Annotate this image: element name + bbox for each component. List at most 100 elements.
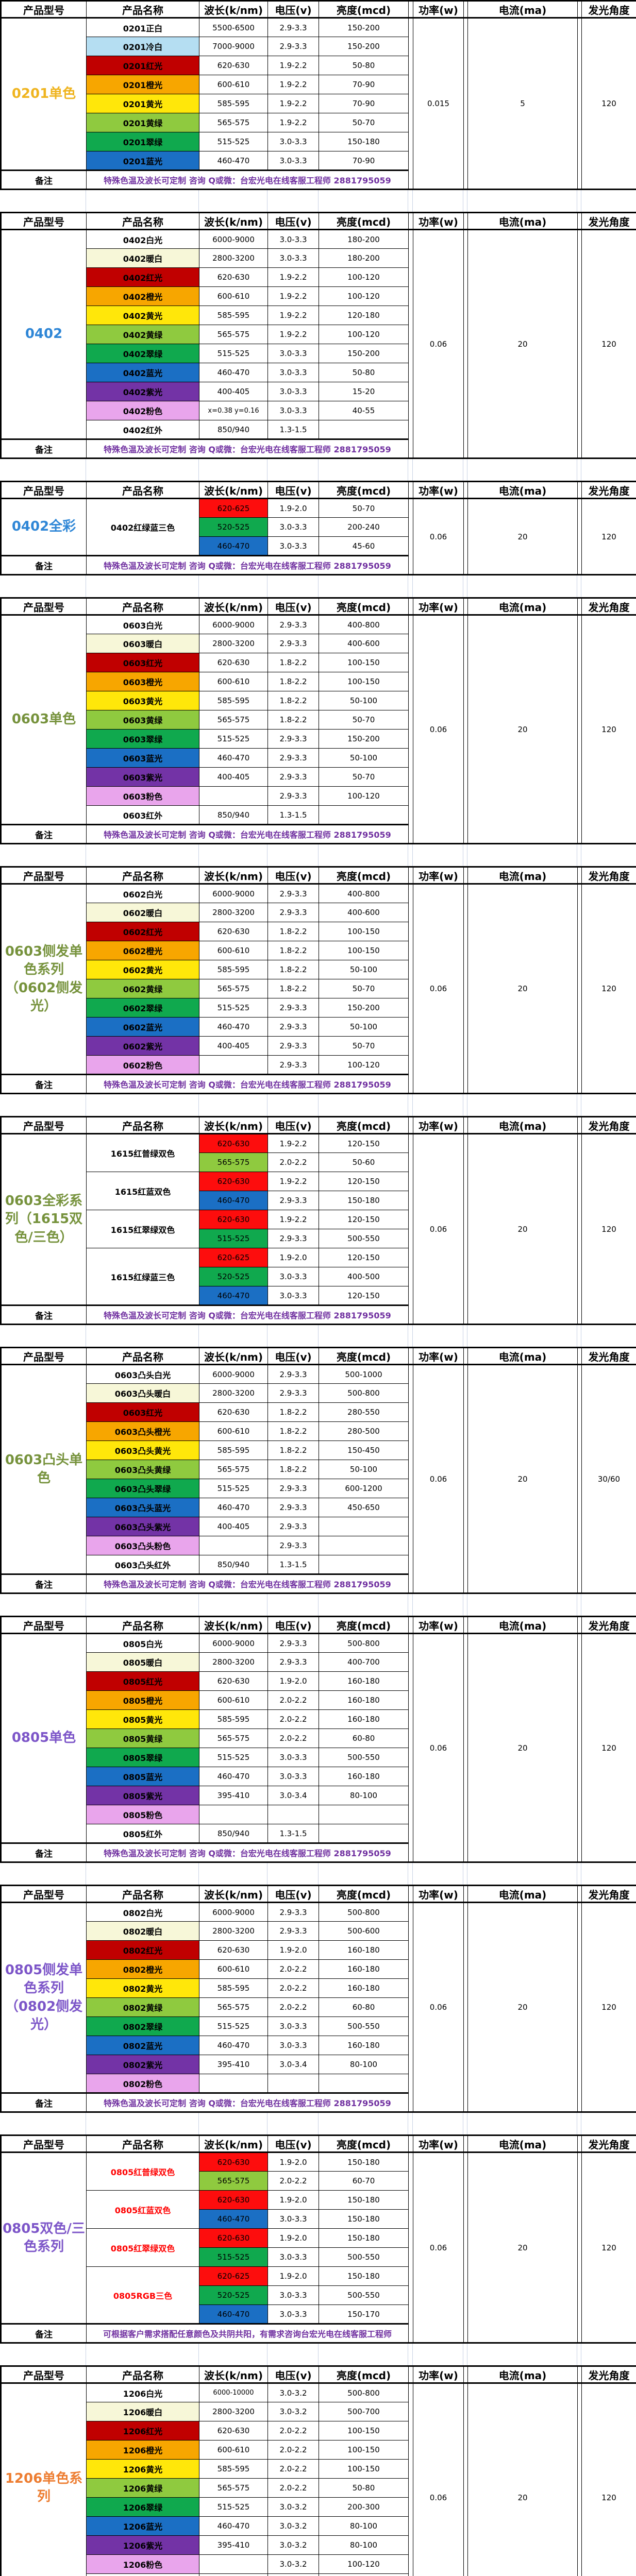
wavelength-cell: 2800-3200	[199, 248, 268, 268]
gutter	[463, 2383, 468, 2576]
product-row: 0603橙光 600-610 1.8-2.2 100-150	[1, 672, 636, 691]
wavelength-cell: 515-525	[199, 1229, 268, 1248]
column-header: 波长(k/nm)	[199, 1885, 268, 1903]
product-name-cell: 0603凸头粉色	[86, 1536, 199, 1555]
product-row: 0402粉色 x=0.38 y=0.16 3.0-3.3 40-55	[1, 401, 636, 420]
wavelength-cell: 620-630	[199, 1402, 268, 1422]
column-header: 亮度(mcd)	[319, 2135, 409, 2153]
voltage-cell: 1.9-2.0	[267, 2228, 319, 2248]
column-header: 电流(ma)	[467, 1, 578, 19]
brightness-cell: 150-180	[319, 2190, 409, 2210]
product-name-cell: 0603凸头红外	[86, 1555, 199, 1574]
table-head: 产品型号 产品名称 波长(k/nm) 电压(v) 亮度(mcd) 功率(w) 电流(ma) 发…	[1, 2366, 636, 2384]
voltage-cell: 1.9-2.2	[267, 56, 319, 75]
remark-row: 备注 特殊色温及波长可定制 咨询 Q或微：台宏光电在线客服工程师 28817950…	[1, 1842, 636, 1862]
voltage-cell: 3.0-3.3	[267, 2016, 319, 2036]
brightness-cell: 50-60	[319, 1153, 409, 1172]
remark-row: 备注 特殊色温及波长可定制 咨询 Q或微：台宏光电在线客服工程师 28817950…	[1, 2092, 636, 2112]
wavelength-cell: 2800-3200	[199, 1921, 268, 1941]
wavelength-cell: 600-610	[199, 2440, 268, 2460]
voltage-cell: 2.9-3.3	[267, 1652, 319, 1672]
wavelength-cell: 515-525	[199, 344, 268, 363]
brightness-cell: 150-200	[319, 344, 409, 363]
product-row: 0603暖白 2800-3200 2.9-3.3 400-600	[1, 634, 636, 653]
column-header: 功率(w)	[413, 598, 464, 616]
gutter	[463, 2152, 468, 2343]
column-header: 发光角度	[581, 1347, 636, 1365]
power-cell: 0.06	[413, 615, 464, 844]
gutter	[463, 884, 468, 1094]
brightness-cell: 120-150	[319, 1286, 409, 1306]
product-row: 1206翠绿 515-525 3.0-3.2 200-300	[1, 2497, 636, 2517]
brightness-cell: 50-70	[319, 979, 409, 998]
voltage-cell: 1.9-2.0	[267, 1248, 319, 1267]
wavelength-cell: 400-405	[199, 382, 268, 401]
header-gutter	[408, 598, 413, 616]
header-gutter	[577, 212, 582, 230]
voltage-cell: 3.0-3.3	[267, 382, 319, 401]
product-name-cell: 0402暖白	[86, 248, 199, 268]
header-row: 产品型号 产品名称 波长(k/nm) 电压(v) 亮度(mcd) 功率(w) 电流(ma) 发…	[1, 481, 636, 499]
table-body: 0805双色/三色系列 0805红普绿双色 620-630 1.9-2.0 150-18…	[1, 2152, 636, 2343]
brightness-cell: 100-150	[319, 941, 409, 960]
brightness-cell: 120-150	[319, 1133, 409, 1153]
voltage-cell: 1.9-2.2	[267, 94, 319, 113]
header-gutter	[408, 1, 413, 19]
wavelength-cell: 585-595	[199, 1709, 268, 1729]
table-head: 产品型号 产品名称 波长(k/nm) 电压(v) 亮度(mcd) 功率(w) 电流(ma) 发…	[1, 1, 636, 19]
gutter	[577, 615, 582, 844]
voltage-cell: 1.9-2.2	[267, 286, 319, 306]
product-row: 0603凸头单色 0603凸头白光 6000-9000 2.9-3.3 500-1000…	[1, 1364, 636, 1594]
gutter	[577, 1902, 582, 2112]
product-name-cell: 0802紫光	[86, 2055, 199, 2074]
voltage-cell: 3.0-3.3	[267, 2247, 319, 2267]
gutter	[408, 2152, 413, 2343]
product-name-cell: 0802翠绿	[86, 2016, 199, 2036]
product-name-cell: 1615红绿蓝三色	[86, 1248, 199, 1306]
current-cell: 20	[467, 1633, 578, 1862]
column-header: 产品名称	[86, 1616, 199, 1634]
product-name-cell: 0201黄光	[86, 94, 199, 113]
model-cell: 0402全彩	[1, 498, 87, 556]
header-row: 产品型号 产品名称 波长(k/nm) 电压(v) 亮度(mcd) 功率(w) 电流(ma) 发…	[1, 212, 636, 230]
product-row: 0603红光 620-630 1.8-2.2 280-550	[1, 1402, 636, 1422]
header-gutter	[577, 598, 582, 616]
remark-row: 备注 特殊色温及波长可定制 咨询 Q或微：台宏光电在线客服工程师 28817950…	[1, 1304, 636, 1325]
brightness-cell: 100-120	[319, 786, 409, 806]
product-name-cell: 0201蓝光	[86, 151, 199, 171]
product-row: 0802蓝光 460-470 3.0-3.3 160-180	[1, 2036, 636, 2055]
column-header: 电流(ma)	[467, 1116, 578, 1134]
product-row: 0805红蓝双色 620-630 1.9-2.0 150-180	[1, 2190, 636, 2229]
brightness-cell: 100-120	[319, 325, 409, 344]
wavelength-cell: 565-575	[199, 2171, 268, 2191]
column-header: 亮度(mcd)	[319, 867, 409, 885]
column-header: 电压(v)	[267, 1885, 319, 1903]
product-name-cell: 1615红翠绿双色	[86, 1210, 199, 1248]
model-cell: 0603全彩系列（1615双色/三色）	[1, 1133, 87, 1306]
column-header: 产品型号	[1, 1, 87, 19]
brightness-cell: 160-180	[319, 1940, 409, 1960]
brightness-cell: 45-60	[319, 536, 409, 556]
column-header: 发光角度	[581, 1116, 636, 1134]
voltage-cell: 2.9-3.3	[267, 884, 319, 903]
brightness-cell: 500-600	[319, 1921, 409, 1941]
product-name-cell: 0802橙光	[86, 1959, 199, 1979]
column-header: 波长(k/nm)	[199, 212, 268, 230]
power-cell: 0.06	[413, 1902, 464, 2112]
column-header: 发光角度	[581, 2366, 636, 2384]
column-header: 产品名称	[86, 1347, 199, 1365]
product-name-cell: 0201橙光	[86, 75, 199, 94]
power-cell: 0.06	[413, 1133, 464, 1325]
remark-text: 特殊色温及波长可定制 咨询 Q或微：台宏光电在线客服工程师 2881795059	[86, 170, 409, 190]
column-header: 亮度(mcd)	[319, 1, 409, 19]
column-header: 电压(v)	[267, 1616, 319, 1634]
header-gutter	[408, 212, 413, 230]
angle-cell: 120	[581, 615, 636, 844]
header-gutter	[577, 1347, 582, 1365]
column-header: 功率(w)	[413, 1, 464, 19]
product-name-cell: 0402粉色	[86, 401, 199, 420]
product-row: 0603凸头红外 850/940 1.3-1.5	[1, 1555, 636, 1574]
wavelength-cell: 515-525	[199, 2016, 268, 2036]
voltage-cell: 3.0-3.3	[267, 1286, 319, 1306]
column-header: 发光角度	[581, 1885, 636, 1903]
